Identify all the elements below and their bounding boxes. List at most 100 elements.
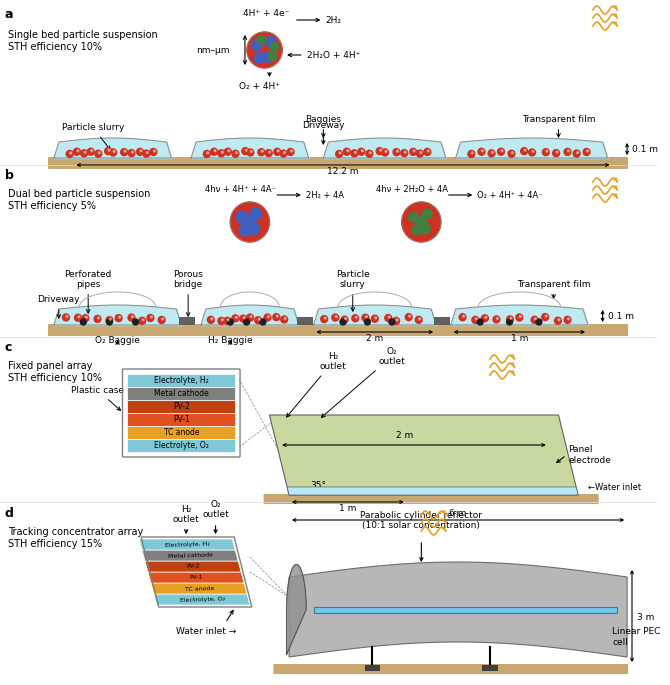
Circle shape — [389, 319, 395, 325]
Circle shape — [77, 150, 79, 152]
Circle shape — [283, 151, 285, 153]
Text: 0.1 m: 0.1 m — [632, 145, 658, 153]
Circle shape — [485, 316, 487, 319]
Text: b: b — [5, 169, 14, 182]
Circle shape — [146, 151, 148, 153]
Text: STH efficiency 5%: STH efficiency 5% — [8, 201, 96, 211]
Text: Linear PEC
cell: Linear PEC cell — [612, 627, 661, 647]
Text: H₂
outlet: H₂ outlet — [287, 351, 346, 417]
Circle shape — [336, 151, 342, 158]
Circle shape — [261, 150, 263, 152]
Circle shape — [106, 316, 113, 324]
FancyBboxPatch shape — [273, 664, 628, 674]
Text: 3 m: 3 m — [637, 612, 655, 621]
Circle shape — [415, 316, 422, 323]
FancyBboxPatch shape — [48, 157, 628, 169]
Text: 4H⁺ + 4e⁻: 4H⁺ + 4e⁻ — [243, 9, 289, 18]
Circle shape — [358, 148, 364, 155]
Circle shape — [420, 151, 422, 153]
Circle shape — [529, 149, 535, 156]
Text: Electrolyte, O₂: Electrolyte, O₂ — [154, 441, 209, 450]
Circle shape — [90, 150, 92, 151]
Circle shape — [210, 148, 218, 155]
Circle shape — [324, 317, 326, 319]
Text: TC anode: TC anode — [163, 428, 199, 437]
Circle shape — [492, 151, 494, 153]
Polygon shape — [287, 564, 306, 654]
Text: O₂
outlet: O₂ outlet — [202, 499, 229, 519]
Circle shape — [204, 151, 210, 158]
Circle shape — [420, 224, 430, 234]
Circle shape — [587, 150, 588, 152]
Circle shape — [498, 148, 505, 155]
Polygon shape — [151, 583, 247, 594]
Bar — [364, 665, 380, 671]
Circle shape — [558, 319, 560, 321]
Circle shape — [510, 317, 512, 319]
Text: Driveway: Driveway — [302, 121, 344, 130]
Circle shape — [119, 316, 121, 318]
Circle shape — [158, 316, 165, 323]
Text: 1 m: 1 m — [511, 334, 528, 343]
Text: Water inlet →: Water inlet → — [176, 627, 236, 636]
Circle shape — [80, 150, 88, 157]
Text: d: d — [5, 507, 14, 520]
Circle shape — [218, 150, 224, 157]
FancyBboxPatch shape — [48, 324, 628, 336]
Circle shape — [385, 151, 387, 153]
Text: Particle
slurry: Particle slurry — [336, 270, 370, 311]
Bar — [180, 317, 195, 325]
Circle shape — [66, 315, 68, 317]
Circle shape — [344, 318, 346, 320]
Circle shape — [375, 316, 377, 319]
Circle shape — [332, 314, 339, 321]
Circle shape — [556, 151, 558, 153]
Circle shape — [369, 152, 371, 153]
Circle shape — [424, 149, 431, 155]
Circle shape — [221, 151, 223, 153]
Circle shape — [553, 149, 559, 157]
FancyBboxPatch shape — [263, 494, 599, 504]
Circle shape — [524, 149, 526, 151]
Circle shape — [260, 319, 266, 325]
Polygon shape — [139, 539, 235, 550]
Circle shape — [393, 317, 399, 325]
Circle shape — [389, 316, 390, 318]
Text: 2H₂O + 4H⁺: 2H₂O + 4H⁺ — [307, 51, 360, 60]
Circle shape — [110, 149, 117, 156]
Text: Panel
electrode: Panel electrode — [568, 445, 611, 464]
Text: Driveway: Driveway — [38, 295, 80, 318]
Circle shape — [265, 149, 272, 157]
Circle shape — [232, 150, 239, 158]
Circle shape — [227, 319, 229, 321]
Circle shape — [113, 151, 115, 153]
Polygon shape — [289, 562, 627, 657]
Text: TC anode: TC anode — [184, 586, 214, 592]
Circle shape — [235, 316, 237, 319]
Circle shape — [257, 36, 266, 45]
Circle shape — [124, 150, 126, 152]
Circle shape — [244, 319, 249, 325]
Circle shape — [281, 316, 287, 323]
Circle shape — [493, 316, 500, 323]
Circle shape — [321, 316, 328, 323]
Circle shape — [250, 316, 252, 318]
Circle shape — [564, 316, 571, 323]
Text: Perforated
pipes: Perforated pipes — [64, 270, 112, 313]
Circle shape — [251, 151, 253, 153]
Circle shape — [277, 150, 279, 152]
Circle shape — [401, 149, 407, 157]
Bar — [482, 665, 498, 671]
Circle shape — [393, 149, 400, 155]
Circle shape — [543, 149, 549, 155]
Text: Transparent film: Transparent film — [517, 280, 590, 298]
Circle shape — [404, 151, 406, 153]
Polygon shape — [287, 487, 578, 495]
Circle shape — [140, 150, 142, 152]
Circle shape — [397, 150, 399, 152]
Circle shape — [247, 32, 282, 68]
Text: PV-2: PV-2 — [186, 564, 200, 569]
Circle shape — [371, 315, 379, 322]
Circle shape — [362, 314, 368, 321]
Text: Plastic case: Plastic case — [72, 386, 125, 410]
